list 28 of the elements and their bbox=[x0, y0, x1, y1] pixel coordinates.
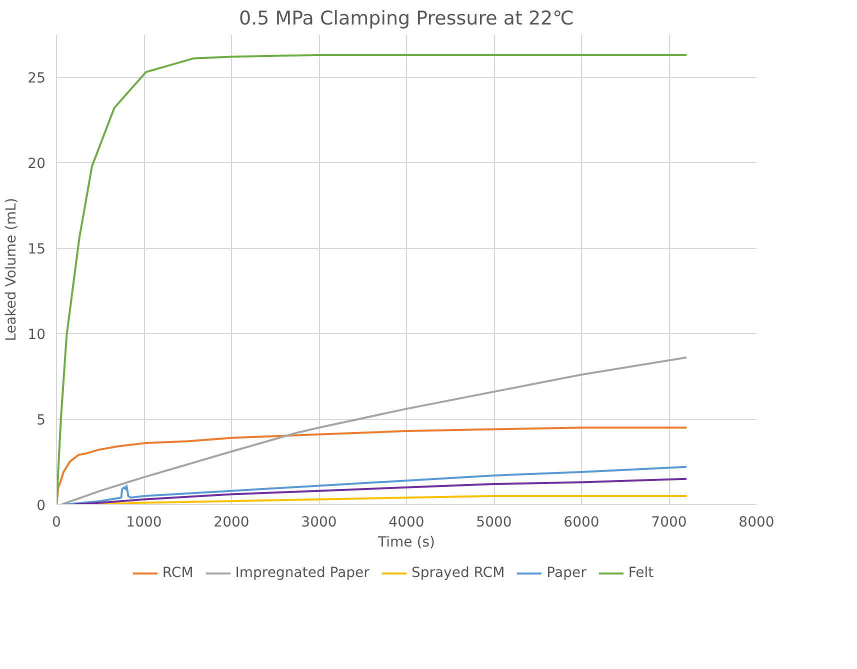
line-series bbox=[56, 54, 688, 504]
legend-label: Felt bbox=[628, 565, 654, 581]
x-tick-label: 0 bbox=[52, 514, 61, 530]
line-series bbox=[64, 466, 688, 504]
legend-label: RCM bbox=[162, 565, 194, 581]
chart-title: 0.5 MPa Clamping Pressure at 22℃ bbox=[239, 8, 574, 30]
x-tick-label: 4000 bbox=[388, 514, 424, 530]
x-tick-label: 2000 bbox=[214, 514, 250, 530]
x-tick-label: 6000 bbox=[564, 514, 600, 530]
y-tick-label: 10 bbox=[28, 327, 46, 344]
x-tick-label: 5000 bbox=[476, 514, 512, 530]
y-tick-label: 15 bbox=[28, 242, 46, 258]
legend-label: Paper bbox=[546, 565, 586, 581]
x-tick-label: 7000 bbox=[651, 514, 687, 530]
line-series bbox=[56, 426, 688, 504]
line-series bbox=[73, 478, 688, 504]
x-tick-label: 8000 bbox=[738, 514, 774, 530]
x-axis-title: Time (s) bbox=[377, 534, 435, 550]
y-axis-title: Leaked Volume (mL) bbox=[4, 198, 20, 342]
y-tick-label: 0 bbox=[36, 498, 46, 514]
legend-label: Impregnated Paper bbox=[235, 565, 370, 581]
legend-label: Sprayed RCM bbox=[411, 565, 505, 581]
y-tick-label: 5 bbox=[36, 412, 46, 429]
line-series bbox=[60, 356, 688, 504]
x-tick-label: 1000 bbox=[126, 514, 162, 530]
y-tick-label: 20 bbox=[28, 156, 46, 172]
y-tick-label: 25 bbox=[28, 70, 46, 87]
x-tick-label: 3000 bbox=[301, 514, 337, 530]
